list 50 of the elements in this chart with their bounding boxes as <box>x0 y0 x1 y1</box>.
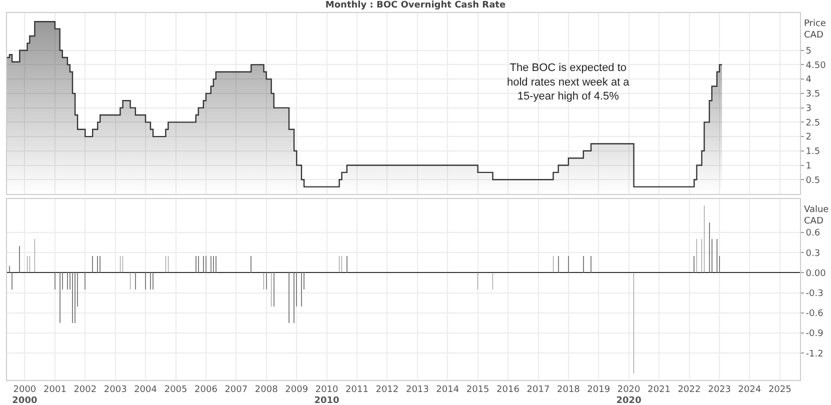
x-tick-label: 2018 <box>556 384 580 395</box>
x-tick-label: 2001 <box>44 384 66 395</box>
y-tick-label: 2 <box>806 132 812 143</box>
x-tick-label: 2005 <box>164 384 188 395</box>
x-tick-label: 2003 <box>104 384 127 395</box>
x-tick-label: 2019 <box>587 384 610 395</box>
x-tick-label: 2009 <box>285 384 308 395</box>
y-tick-label: 4.50 <box>806 60 826 71</box>
y-tick-label: -0.6 <box>806 309 824 320</box>
x-tick-label: 2016 <box>496 384 520 395</box>
y-tick-label: -0.9 <box>806 329 824 340</box>
x-tick-label: 2011 <box>346 384 368 395</box>
x-tick-label: 2020 <box>617 384 641 395</box>
x-tick-label: 2007 <box>224 384 248 395</box>
x-tick-label: 2010 <box>315 384 339 395</box>
x-tick-label: 2023 <box>708 384 731 395</box>
y-tick-label: 3.5 <box>806 90 820 100</box>
y-tick-label: 0.3 <box>806 248 820 259</box>
x-tick-label: 2006 <box>194 384 218 395</box>
x-tick-label: 2017 <box>526 384 550 395</box>
x-tick-label: 2004 <box>134 384 158 395</box>
x2-tick-label: 2020 <box>616 396 642 405</box>
x-tick-label: 2012 <box>376 384 399 395</box>
y-tick-label: 1 <box>806 161 812 172</box>
x-tick-label: 2014 <box>436 384 460 395</box>
x-tick-label: 2025 <box>768 384 792 395</box>
y-tick-label: -1.2 <box>806 349 824 360</box>
y-tick-label: -0.3 <box>806 289 824 299</box>
y-axis-title: Value CAD <box>804 205 830 227</box>
x2-tick-label: 2000 <box>12 396 38 405</box>
annotation: The BOC is expected to hold rates next week at a 15-year high of 4.5% <box>507 62 630 103</box>
chart-title: Monthly : BOC Overnight Cash Rate <box>325 0 506 10</box>
x-tick-label: 2002 <box>74 384 97 395</box>
x-tick-label: 2021 <box>648 384 671 395</box>
y-tick-label: 3 <box>806 104 812 114</box>
y-tick-label: 0.5 <box>806 176 820 186</box>
x-tick-label: 2013 <box>406 384 429 395</box>
x-tick-label: 2024 <box>738 384 762 395</box>
y-axis-title: Price CAD <box>804 19 826 41</box>
y-tick-label: 4 <box>806 75 812 86</box>
x-tick-label: 2008 <box>254 384 278 395</box>
x-tick-label: 2015 <box>466 384 490 395</box>
y-tick-label: 5 <box>806 46 812 56</box>
y-tick-label: 0.6 <box>806 228 820 239</box>
x-tick-label: 2022 <box>678 384 701 395</box>
y-tick-label: 0.00 <box>806 268 826 279</box>
x2-tick-label: 2010 <box>314 396 340 405</box>
y-tick-label: 2.5 <box>806 118 820 128</box>
y-tick-label: 1.5 <box>806 147 820 158</box>
x-tick-label: 2000 <box>13 384 36 395</box>
